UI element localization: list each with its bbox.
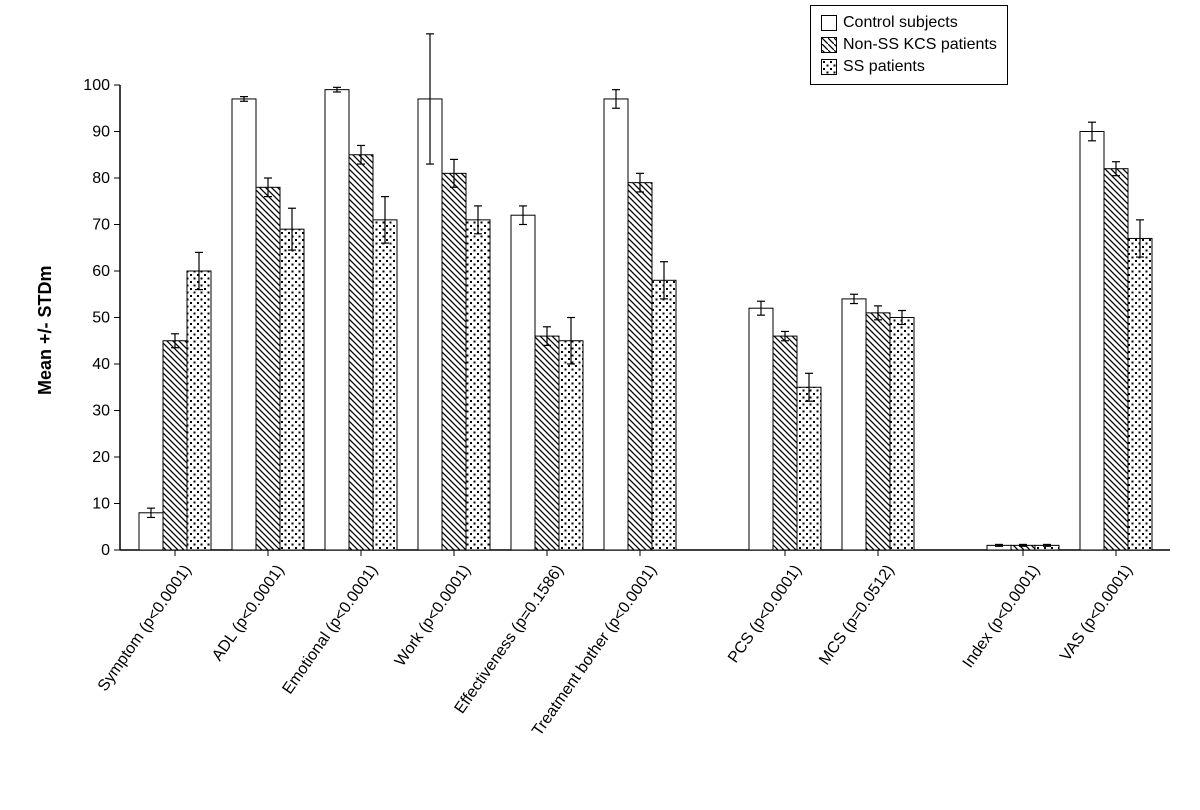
chart-container: Mean +/- STDm Control subjects Non-SS KC… — [0, 0, 1200, 810]
legend-swatch-control — [821, 15, 837, 31]
y-axis-label: Mean +/- STDm — [35, 265, 56, 395]
svg-text:30: 30 — [92, 403, 110, 420]
svg-text:50: 50 — [92, 310, 110, 327]
legend-item: SS patients — [821, 56, 997, 78]
legend-item: Non-SS KCS patients — [821, 34, 997, 56]
legend-item: Control subjects — [821, 12, 997, 34]
legend: Control subjects Non-SS KCS patients SS … — [810, 5, 1008, 85]
svg-text:40: 40 — [92, 356, 110, 373]
svg-text:90: 90 — [92, 124, 110, 141]
legend-swatch-ss — [821, 59, 837, 75]
svg-text:80: 80 — [92, 170, 110, 187]
svg-text:0: 0 — [101, 542, 110, 559]
legend-label: SS patients — [843, 56, 925, 78]
bar-chart: 0 10 20 30 40 50 60 70 80 90 100 — [0, 0, 1200, 810]
legend-swatch-nonss — [821, 37, 837, 53]
svg-text:20: 20 — [92, 449, 110, 466]
svg-text:70: 70 — [92, 217, 110, 234]
svg-text:60: 60 — [92, 263, 110, 280]
svg-text:10: 10 — [92, 496, 110, 513]
legend-label: Control subjects — [843, 12, 958, 34]
legend-label: Non-SS KCS patients — [843, 34, 997, 56]
svg-text:100: 100 — [83, 77, 110, 94]
